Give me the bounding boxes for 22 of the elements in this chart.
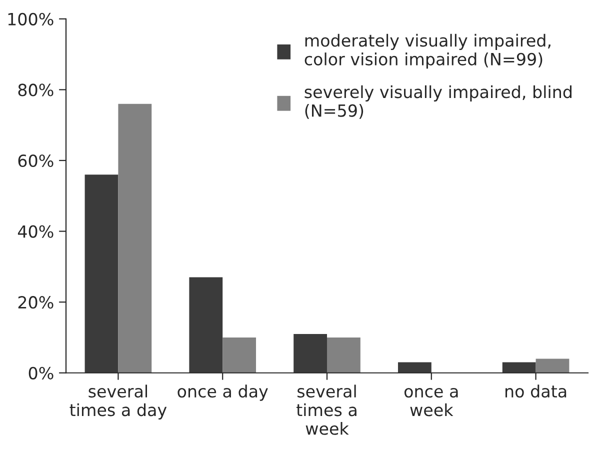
y-tick-label: 60%: [18, 154, 54, 168]
x-tick-label: once a day: [178, 384, 268, 401]
y-tick-label: 20%: [18, 296, 54, 309]
bar: [189, 277, 223, 373]
bar: [536, 358, 570, 373]
bar: [327, 337, 360, 373]
x-tick-label: several times a day: [70, 384, 167, 420]
bar: [118, 104, 152, 373]
bar: [294, 334, 327, 373]
legend-label: severely visually impaired, blind (N=59): [304, 85, 572, 119]
bar: [502, 362, 536, 373]
x-tick-label: once a week: [404, 388, 458, 416]
y-tick-label: 40%: [18, 225, 54, 238]
legend-label: moderately visually impaired, color vision impaired (N=99): [304, 34, 550, 69]
bar: [84, 174, 118, 373]
bar: [398, 362, 432, 373]
y-tick-label: 80%: [18, 84, 54, 96]
y-tick-label: 0%: [28, 366, 54, 380]
x-tick-label: several times a week: [296, 384, 356, 435]
y-tick-label: 100%: [8, 12, 54, 26]
bar: [222, 337, 256, 373]
x-tick-label: no data: [506, 384, 566, 398]
